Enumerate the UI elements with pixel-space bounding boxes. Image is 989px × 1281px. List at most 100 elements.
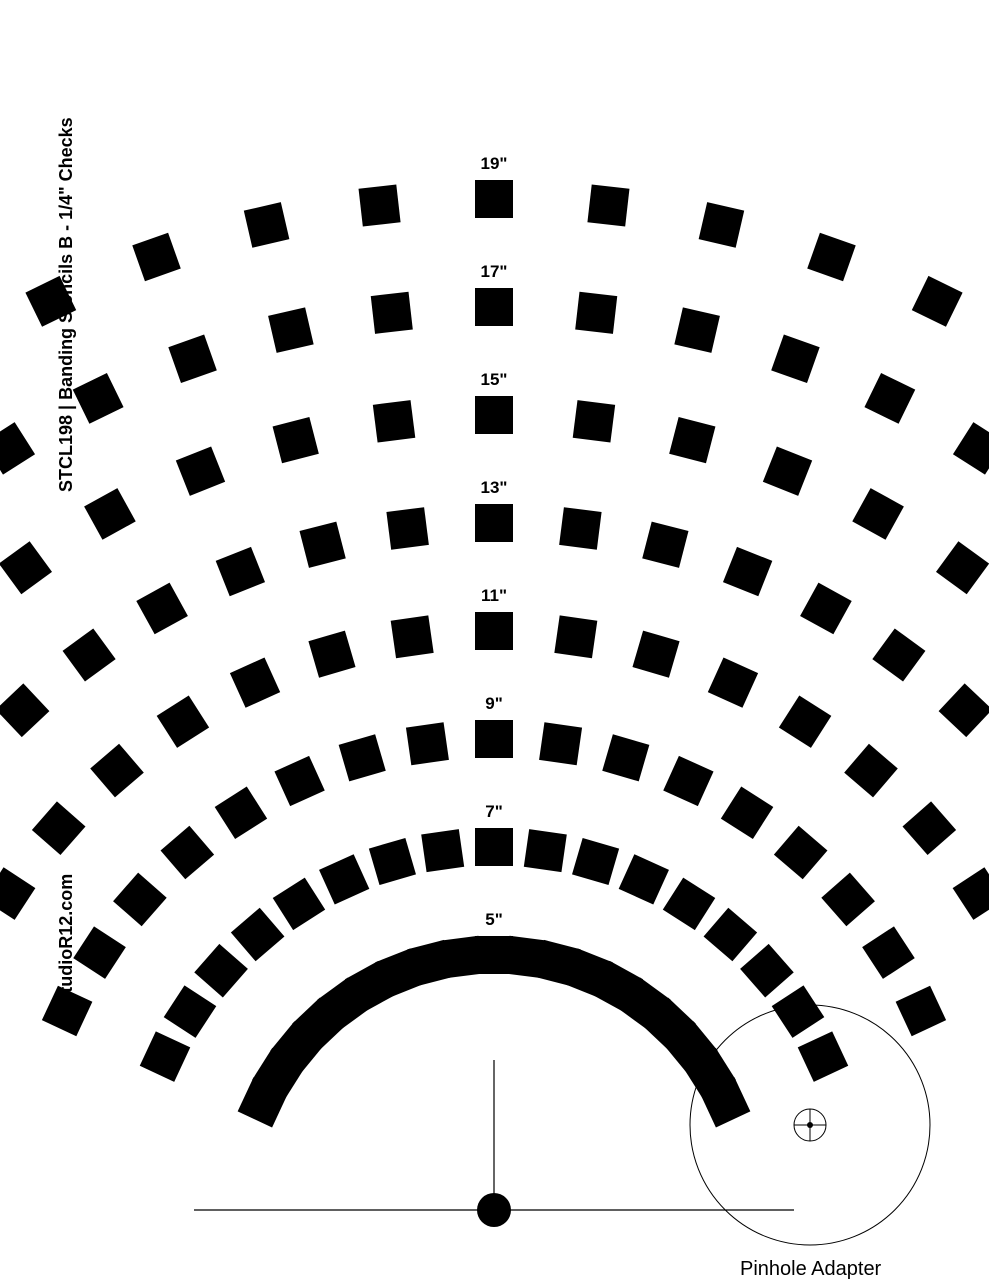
stencil-diagram: 5"7"9"11"13"15"17"19"	[0, 0, 989, 1280]
product-title-side: STCL198 | Banding Stencils B - 1/4" Chec…	[56, 117, 77, 492]
check-square	[619, 854, 669, 904]
check-square	[896, 986, 946, 1036]
check-square	[779, 695, 831, 747]
check-square	[807, 233, 856, 282]
check-square	[475, 396, 513, 434]
check-square	[936, 541, 989, 594]
center-dot	[477, 1193, 511, 1227]
arc-size-label: 9"	[485, 694, 503, 713]
arc-size-label: 13"	[481, 478, 508, 497]
check-square	[359, 184, 401, 226]
check-square	[699, 202, 745, 248]
check-square	[953, 867, 989, 920]
check-square	[939, 683, 989, 737]
check-square	[73, 926, 126, 979]
check-square	[371, 292, 413, 334]
check-square	[244, 202, 290, 248]
check-square	[821, 873, 875, 927]
check-square	[161, 826, 215, 880]
check-square	[602, 734, 649, 781]
check-square	[723, 547, 772, 596]
arc-size-label: 19"	[481, 154, 508, 173]
check-square	[864, 373, 915, 424]
copyright-side: © StudioR12.com	[56, 874, 77, 1023]
check-square	[406, 722, 449, 765]
check-square	[319, 854, 369, 904]
check-square	[852, 488, 904, 540]
check-square	[132, 233, 181, 282]
check-square	[573, 400, 615, 442]
check-square	[63, 628, 116, 681]
check-square	[539, 722, 582, 765]
check-square	[113, 873, 167, 927]
check-square	[299, 522, 345, 568]
arc-size-label: 11"	[481, 586, 507, 605]
check-square	[953, 422, 989, 474]
check-square	[559, 507, 601, 549]
check-square	[273, 878, 325, 930]
arc-size-label: 5"	[485, 910, 503, 929]
check-square	[708, 657, 758, 707]
check-square	[0, 683, 49, 737]
check-square	[663, 878, 715, 930]
check-square	[800, 583, 852, 635]
check-square	[168, 335, 217, 384]
check-square	[475, 828, 513, 866]
check-square	[524, 829, 567, 872]
check-square	[572, 838, 619, 885]
check-square	[274, 756, 324, 806]
pinhole-center-dot	[807, 1122, 813, 1128]
check-square	[642, 522, 688, 568]
check-square	[903, 801, 957, 855]
check-square	[763, 446, 812, 495]
check-square	[32, 801, 86, 855]
check-square	[231, 908, 285, 962]
check-square	[230, 657, 280, 707]
check-square	[669, 417, 715, 463]
check-square	[339, 734, 386, 781]
check-square	[273, 417, 319, 463]
check-square	[386, 507, 428, 549]
check-square	[862, 926, 915, 979]
check-square	[0, 867, 35, 920]
check-square	[391, 615, 434, 658]
check-square	[844, 744, 898, 798]
check-square	[772, 985, 825, 1038]
check-square	[704, 908, 758, 962]
check-square	[798, 1031, 848, 1081]
check-square	[587, 184, 629, 226]
check-square	[84, 488, 136, 540]
check-square	[475, 180, 513, 218]
check-square	[912, 276, 963, 327]
arc-size-label: 7"	[485, 802, 503, 821]
check-square	[740, 944, 794, 998]
arc-size-label: 15"	[481, 370, 508, 389]
check-square	[475, 288, 513, 326]
check-square	[140, 1031, 190, 1081]
check-square	[774, 826, 828, 880]
check-square	[215, 787, 267, 839]
check-square	[475, 612, 513, 650]
check-square	[663, 756, 713, 806]
check-square	[475, 504, 513, 542]
check-square	[0, 422, 35, 474]
check-square	[136, 583, 188, 635]
check-square	[268, 307, 314, 353]
check-square	[872, 628, 925, 681]
check-square	[176, 446, 225, 495]
check-square	[554, 615, 597, 658]
check-square	[771, 335, 820, 384]
check-square	[674, 307, 720, 353]
check-square	[73, 373, 124, 424]
check-square	[475, 720, 513, 758]
check-square	[194, 944, 248, 998]
check-square	[308, 631, 355, 678]
check-square	[164, 985, 217, 1038]
check-square	[575, 292, 617, 334]
check-square	[721, 787, 773, 839]
check-square	[0, 541, 52, 594]
check-square	[632, 631, 679, 678]
check-square	[373, 400, 415, 442]
check-square	[216, 547, 265, 596]
check-square	[90, 744, 144, 798]
